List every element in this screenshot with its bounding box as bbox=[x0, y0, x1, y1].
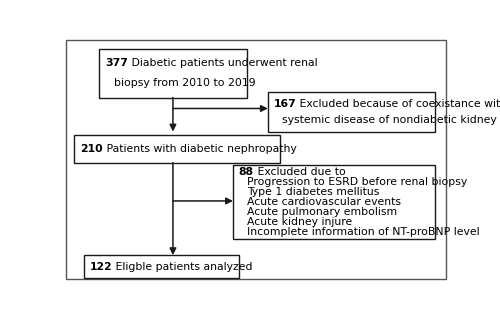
FancyBboxPatch shape bbox=[84, 255, 239, 278]
Text: Acute cardiovascular events: Acute cardiovascular events bbox=[248, 197, 402, 207]
Text: Excluded due to: Excluded due to bbox=[254, 167, 346, 177]
Text: Acute kidney injure: Acute kidney injure bbox=[248, 217, 352, 227]
FancyBboxPatch shape bbox=[268, 92, 434, 132]
FancyBboxPatch shape bbox=[233, 165, 434, 239]
Text: 377: 377 bbox=[105, 58, 128, 68]
Text: 88: 88 bbox=[239, 167, 254, 177]
Text: 210: 210 bbox=[80, 144, 102, 154]
Text: 122: 122 bbox=[90, 262, 112, 272]
Text: systemic disease of nondiabetic kidney disease: systemic disease of nondiabetic kidney d… bbox=[282, 115, 500, 125]
Text: biopsy from 2010 to 2019: biopsy from 2010 to 2019 bbox=[114, 78, 256, 88]
Text: Eligble patients analyzed: Eligble patients analyzed bbox=[112, 262, 253, 272]
Text: Incomplete information of NT-proBNP level: Incomplete information of NT-proBNP leve… bbox=[248, 227, 480, 237]
Text: Progression to ESRD before renal biopsy: Progression to ESRD before renal biopsy bbox=[248, 177, 468, 187]
FancyBboxPatch shape bbox=[74, 135, 280, 163]
Text: 167: 167 bbox=[274, 99, 296, 109]
Text: Acute pulmonary embolism: Acute pulmonary embolism bbox=[248, 207, 398, 217]
Text: Excluded because of coexistance with: Excluded because of coexistance with bbox=[296, 99, 500, 109]
FancyBboxPatch shape bbox=[100, 49, 246, 98]
Text: Patients with diabetic nephropathy: Patients with diabetic nephropathy bbox=[102, 144, 296, 154]
Text: Diabetic patients underwent renal: Diabetic patients underwent renal bbox=[128, 58, 318, 68]
Text: Type 1 diabetes mellitus: Type 1 diabetes mellitus bbox=[248, 187, 380, 197]
